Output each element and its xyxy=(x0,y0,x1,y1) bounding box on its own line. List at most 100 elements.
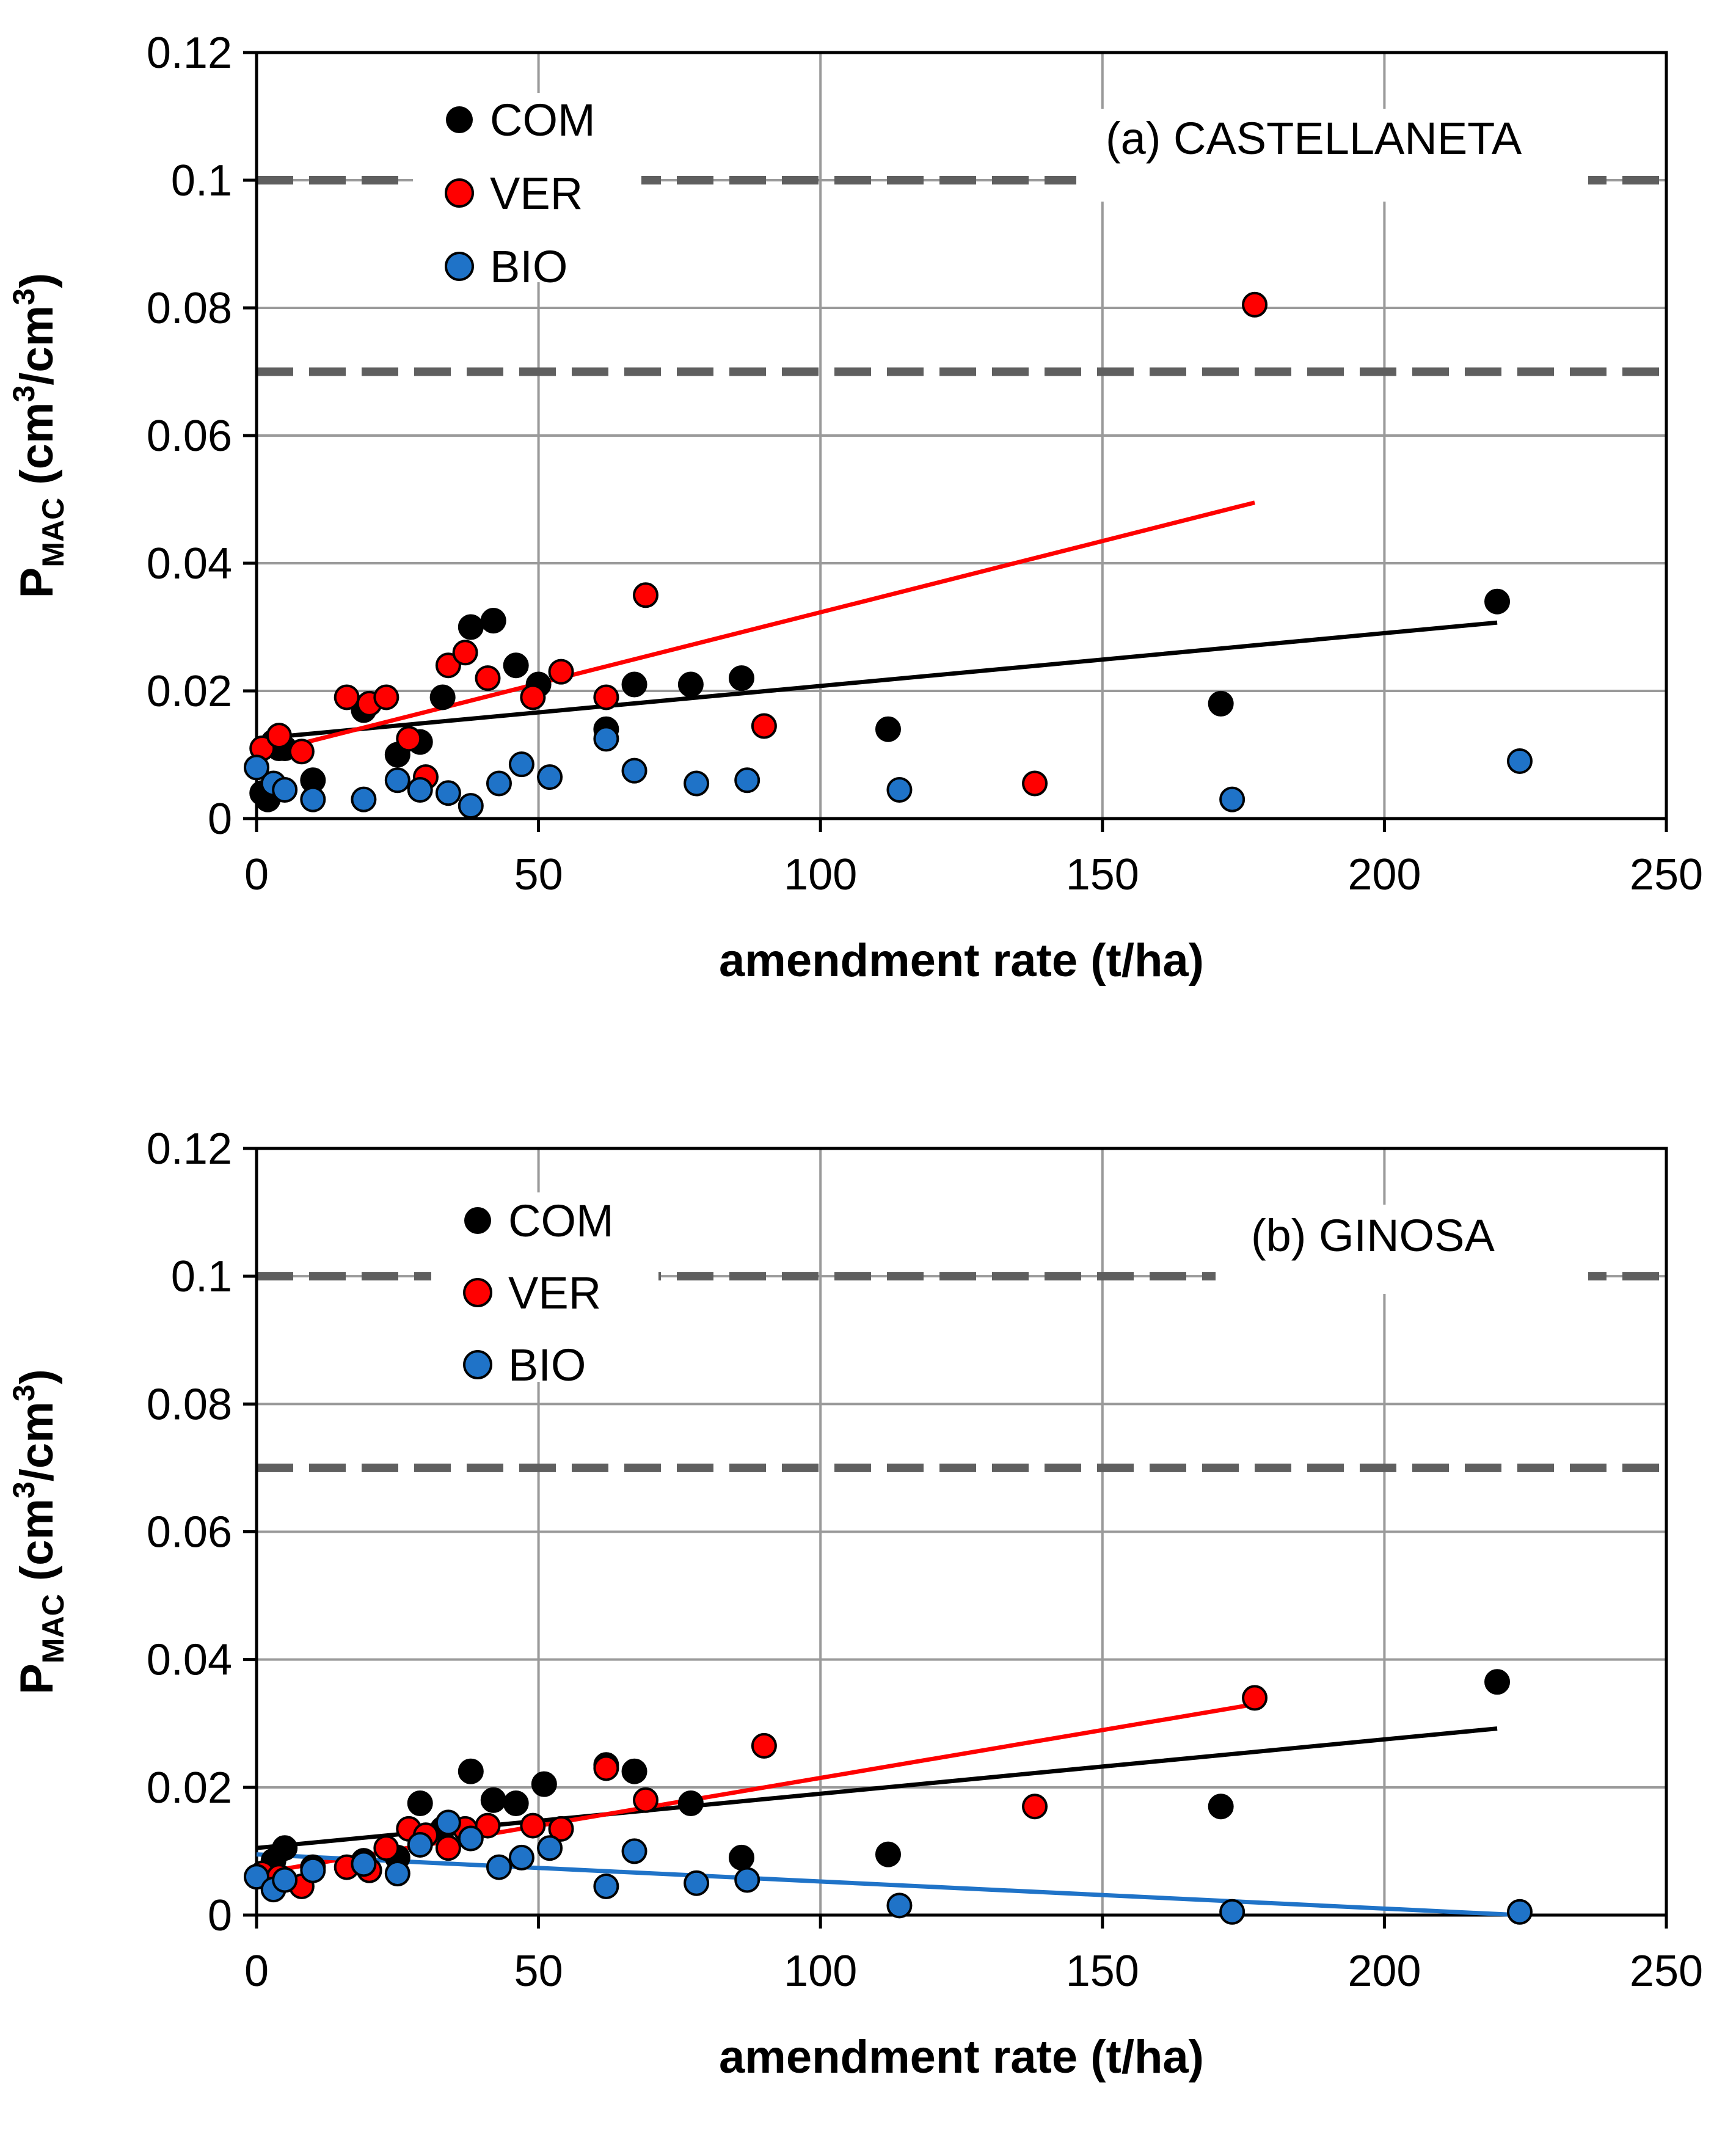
y-axis-label-part: /cm xyxy=(11,305,63,385)
data-point-bio xyxy=(351,1851,377,1877)
y-axis-label-part: P xyxy=(11,1663,63,1695)
y-tick-label: 0.02 xyxy=(147,1764,232,1812)
data-point-bio xyxy=(734,767,760,794)
legend-label-com: COM xyxy=(508,1195,614,1246)
data-point-com xyxy=(458,614,484,640)
data-point-bio xyxy=(407,776,433,803)
data-point-com xyxy=(480,1787,506,1813)
y-tick-label: 0.12 xyxy=(147,29,232,78)
y-axis-label-part: MAC xyxy=(36,1594,70,1663)
data-point-com xyxy=(503,1790,529,1816)
x-tick-label: 150 xyxy=(1066,1947,1139,1996)
data-point-bio xyxy=(684,1870,710,1896)
data-point-ver xyxy=(520,684,546,710)
data-point-ver xyxy=(633,582,659,608)
y-tick-label: 0 xyxy=(208,795,232,844)
data-point-ver xyxy=(751,713,777,739)
chart-panel-b: 0 50 100 150 200 250 0 0.02 0.04 0.06 0.08 0.1 0.12 C… xyxy=(7,1125,1703,2083)
y-tick-label: 0.08 xyxy=(147,1380,232,1429)
y-tick-label: 0.06 xyxy=(147,412,232,461)
y-tick-label: 0.04 xyxy=(147,539,232,588)
y-axis-label: PMAC (cm3/cm3) xyxy=(7,273,70,599)
data-point-bio xyxy=(300,786,326,812)
data-point-bio xyxy=(734,1867,760,1893)
y-axis-label-part: ) xyxy=(11,1369,63,1384)
data-point-ver xyxy=(1242,291,1268,318)
annotation-background xyxy=(1216,1205,1588,1294)
data-point-bio xyxy=(351,786,377,812)
data-point-com xyxy=(677,671,704,698)
data-point-com xyxy=(1208,690,1234,717)
data-point-ver xyxy=(633,1787,659,1813)
data-point-com xyxy=(458,1758,484,1784)
data-point-bio xyxy=(621,757,647,784)
data-point-com xyxy=(728,665,754,692)
data-point-ver xyxy=(373,1835,399,1861)
data-point-ver xyxy=(396,726,422,752)
data-point-bio xyxy=(508,1844,534,1870)
trend-line-bio xyxy=(256,1852,1520,1918)
x-tick-label: 200 xyxy=(1348,850,1421,899)
y-axis-label-part: 3 xyxy=(7,1481,41,1498)
y-tick-label: 0.06 xyxy=(147,1508,232,1557)
data-point-bio xyxy=(1506,1899,1533,1925)
data-point-bio xyxy=(1506,748,1533,774)
data-point-bio xyxy=(621,1838,647,1864)
panel-annotation: (a) CASTELLANETA xyxy=(1106,113,1522,164)
data-point-bio xyxy=(458,793,484,819)
y-axis-label-part: 3 xyxy=(7,1384,41,1401)
trend-line-ver xyxy=(256,500,1255,757)
data-point-ver xyxy=(520,1812,546,1839)
legend-marker-com xyxy=(464,1207,491,1234)
y-axis-label-part: (cm xyxy=(11,1498,63,1594)
y-axis-label: PMAC (cm3/cm3) xyxy=(7,1369,70,1695)
data-point-bio xyxy=(593,1873,619,1899)
y-tick-label: 0 xyxy=(208,1891,232,1940)
x-tick-label: 0 xyxy=(244,850,269,899)
data-point-ver xyxy=(475,1812,501,1839)
data-point-bio xyxy=(435,780,461,806)
legend-marker-ver xyxy=(463,1278,492,1307)
series-ver xyxy=(249,291,1268,797)
y-tick-label: 0.02 xyxy=(147,667,232,716)
legend-marker-ver xyxy=(445,178,474,208)
data-point-bio xyxy=(244,1864,269,1890)
data-point-ver xyxy=(435,1835,461,1861)
data-point-bio xyxy=(300,1857,326,1883)
data-point-ver xyxy=(548,659,574,685)
x-tick-label: 0 xyxy=(244,1947,269,1996)
x-tick-label: 100 xyxy=(784,1947,857,1996)
data-point-bio xyxy=(384,767,410,794)
x-tick-label: 150 xyxy=(1066,850,1139,899)
data-point-bio xyxy=(435,1809,461,1836)
data-point-com xyxy=(677,1790,704,1816)
y-axis-label-part: 3 xyxy=(7,288,41,305)
legend-marker-bio xyxy=(445,252,474,281)
y-axis-label-part: ) xyxy=(11,273,63,288)
x-tick-label: 250 xyxy=(1630,1947,1703,1996)
data-point-ver xyxy=(1022,770,1048,797)
data-point-com xyxy=(1484,588,1511,615)
data-point-com xyxy=(621,1758,647,1784)
panel-annotation: (b) GINOSA xyxy=(1251,1210,1495,1261)
legend-label-ver: VER xyxy=(490,168,583,219)
data-point-ver xyxy=(548,1816,574,1842)
trend-line-ver xyxy=(256,1702,1255,1876)
data-point-bio xyxy=(384,1861,410,1887)
y-tick-label: 0.1 xyxy=(171,1252,232,1301)
data-point-bio xyxy=(272,1867,298,1893)
y-axis-label-part: 3 xyxy=(7,385,41,403)
data-point-ver xyxy=(334,684,360,710)
data-point-ver xyxy=(452,640,478,666)
data-point-com xyxy=(480,608,506,634)
data-point-bio xyxy=(886,1892,913,1919)
y-axis-label-part: (cm xyxy=(11,403,63,498)
data-point-com xyxy=(728,1844,754,1870)
data-point-bio xyxy=(508,751,534,778)
data-point-bio xyxy=(684,770,710,797)
y-axis-label-part: MAC xyxy=(36,498,70,568)
series-com xyxy=(249,588,1511,812)
data-point-ver xyxy=(1022,1794,1048,1820)
data-point-bio xyxy=(537,1835,563,1861)
